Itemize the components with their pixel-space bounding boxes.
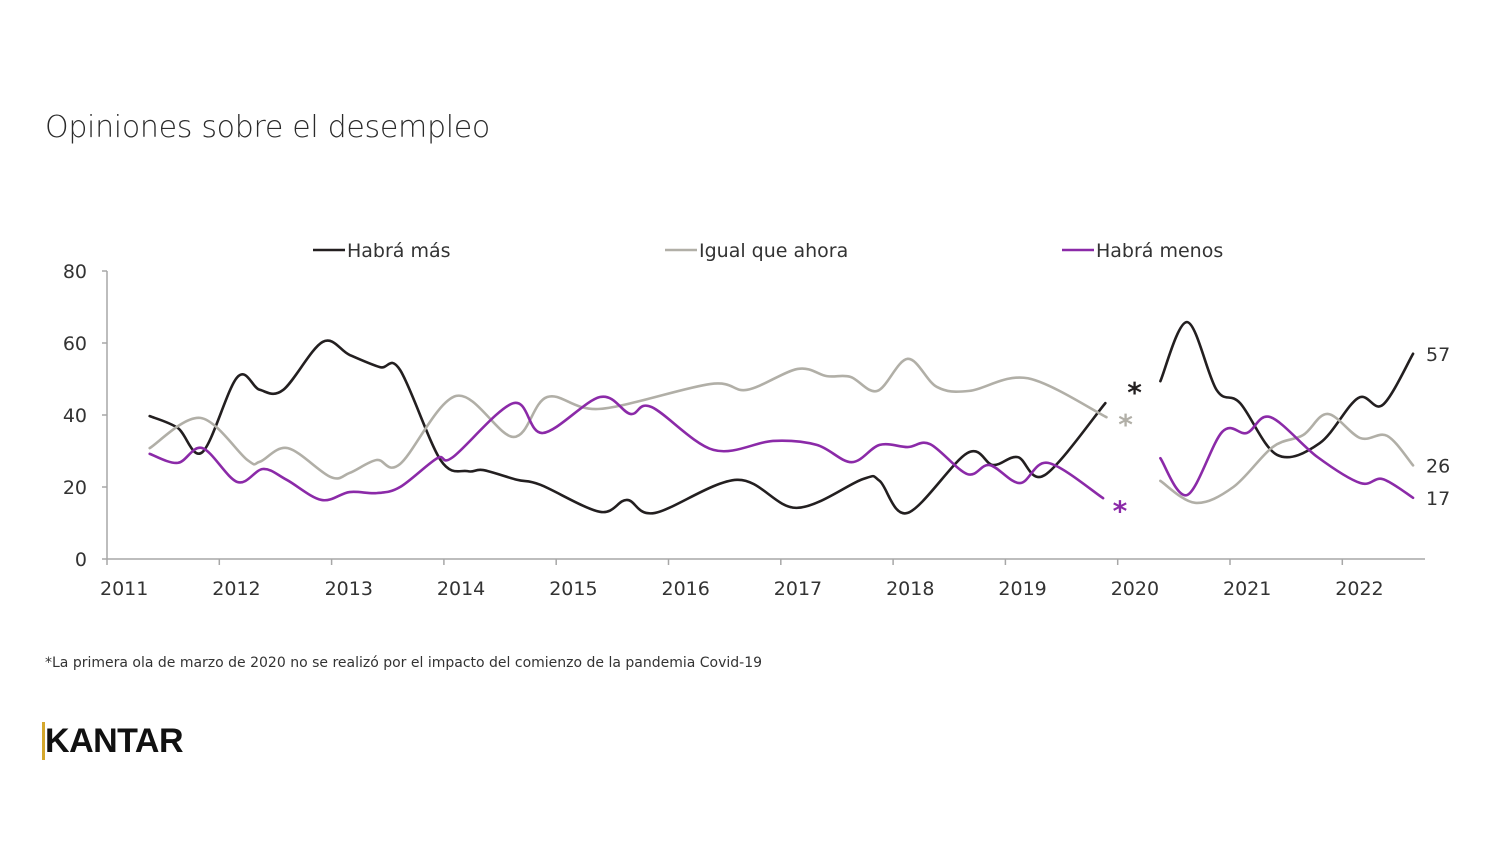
y-tick-label: 80 bbox=[63, 261, 87, 283]
y-tick-label: 0 bbox=[75, 549, 87, 571]
x-tick-label: 2013 bbox=[325, 578, 373, 600]
y-tick-label: 20 bbox=[63, 477, 87, 499]
series-line-habr-m-s bbox=[148, 339, 1107, 515]
x-tick-label: 2018 bbox=[886, 578, 934, 600]
x-tick-label: 2019 bbox=[998, 578, 1046, 600]
legend-item-habr-m-s: Habrá más bbox=[313, 240, 451, 262]
chart-title: Opiniones sobre el desempleo bbox=[45, 110, 490, 145]
legend-label: Habrá más bbox=[347, 240, 451, 262]
series-line-habr-menos bbox=[148, 395, 1105, 502]
end-label-habr-m-s: 57 bbox=[1426, 344, 1450, 366]
x-tick-label: 2011 bbox=[100, 578, 148, 600]
series-line-igual-que-ahora bbox=[1159, 412, 1415, 505]
series-line-habr-m-s bbox=[1159, 320, 1415, 459]
kantar-logo: KANTAR bbox=[42, 722, 184, 761]
series-line-habr-menos bbox=[1159, 415, 1415, 500]
x-tick-label: 2022 bbox=[1335, 578, 1383, 600]
end-label-igual-que-ahora: 26 bbox=[1426, 455, 1450, 477]
asterisk-annotation: * bbox=[1127, 376, 1142, 409]
series-line-igual-que-ahora bbox=[148, 357, 1108, 480]
x-tick-label: 2012 bbox=[212, 578, 260, 600]
x-tick-label: 2015 bbox=[549, 578, 597, 600]
y-tick-label: 60 bbox=[63, 333, 87, 355]
x-tick-label: 2014 bbox=[437, 578, 485, 600]
asterisk-annotation: * bbox=[1113, 495, 1128, 528]
legend-item-habr-menos: Habrá menos bbox=[1062, 240, 1223, 262]
y-tick-label: 40 bbox=[63, 405, 87, 427]
footnote: *La primera ola de marzo de 2020 no se r… bbox=[45, 655, 763, 671]
legend-label: Habrá menos bbox=[1096, 240, 1223, 262]
end-label-habr-menos: 17 bbox=[1426, 488, 1450, 510]
x-tick-label: 2021 bbox=[1223, 578, 1271, 600]
x-tick-label: 2017 bbox=[774, 578, 822, 600]
legend-label: Igual que ahora bbox=[699, 240, 848, 262]
x-tick-label: 2020 bbox=[1111, 578, 1159, 600]
asterisk-annotation: * bbox=[1118, 408, 1133, 441]
x-tick-label: 2016 bbox=[662, 578, 710, 600]
legend-item-igual-que-ahora: Igual que ahora bbox=[665, 240, 848, 262]
